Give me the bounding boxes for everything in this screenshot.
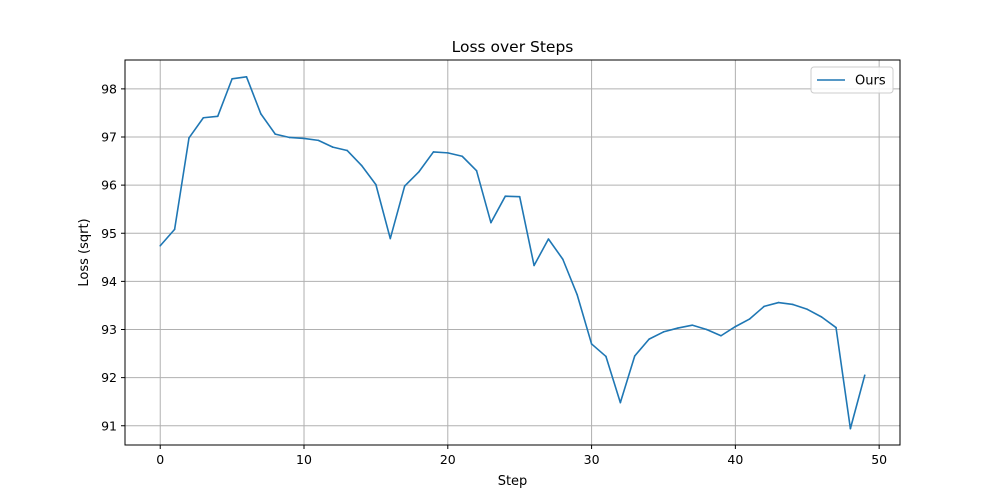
data-point <box>303 137 305 140</box>
data-point <box>720 334 722 337</box>
x-tick-label: 30 <box>584 452 600 467</box>
data-point <box>331 146 334 148</box>
plot-frame <box>124 59 901 446</box>
data-point <box>748 318 751 320</box>
data-point <box>216 115 219 118</box>
x-tick-label: 0 <box>156 452 164 467</box>
series-layer <box>159 76 866 430</box>
y-tick-label: 91 <box>101 418 117 433</box>
data-point <box>274 133 277 135</box>
legend-label: Ours <box>855 74 886 89</box>
legend: Ours <box>810 66 894 94</box>
data-point <box>763 305 765 308</box>
chart-title: Loss over Steps <box>452 38 574 56</box>
data-point <box>461 155 463 158</box>
data-point <box>677 327 679 329</box>
y-tick-label: 93 <box>101 322 117 337</box>
data-point <box>518 195 521 198</box>
data-point <box>619 401 622 404</box>
data-point <box>375 183 377 186</box>
data-point <box>446 152 449 154</box>
data-point <box>159 244 162 247</box>
data-point <box>705 328 708 331</box>
data-point <box>734 325 737 328</box>
data-point <box>792 303 794 306</box>
x-tick-label: 40 <box>727 452 743 467</box>
x-axis-ticks: 0 10 20 30 40 50 <box>156 445 887 467</box>
data-point <box>863 374 866 377</box>
data-point <box>576 294 579 296</box>
series-line-0 <box>159 76 866 430</box>
y-tick-label: 94 <box>101 274 117 289</box>
data-point <box>590 343 593 345</box>
data-point <box>188 137 190 139</box>
x-axis-title: Step <box>498 474 528 489</box>
data-point <box>260 113 262 115</box>
data-point <box>648 338 650 340</box>
data-point <box>231 77 233 80</box>
data-point <box>389 237 392 240</box>
data-point <box>403 185 406 187</box>
y-tick-label: 98 <box>101 81 117 96</box>
data-point <box>202 116 205 119</box>
y-tick-label: 92 <box>101 370 117 385</box>
data-point <box>418 170 420 173</box>
x-tick-label: 10 <box>296 452 312 467</box>
data-point <box>504 195 507 197</box>
y-tick-label: 97 <box>101 130 117 145</box>
x-tick-label: 20 <box>440 452 456 467</box>
y-tick-label: 96 <box>101 178 117 193</box>
data-point <box>360 164 363 167</box>
data-point <box>820 316 823 318</box>
data-point <box>691 324 694 326</box>
data-point <box>245 76 248 78</box>
data-point <box>562 258 564 261</box>
y-axis-title: Loss (sqrt) <box>77 218 92 286</box>
data-point <box>547 238 550 240</box>
y-tick-label: 95 <box>101 226 117 241</box>
grid <box>125 60 900 445</box>
data-point <box>662 331 665 333</box>
data-point <box>777 301 780 304</box>
data-point <box>533 264 535 267</box>
data-point <box>605 355 607 358</box>
data-point <box>432 151 435 153</box>
data-point <box>633 355 636 357</box>
data-point <box>806 308 809 311</box>
data-point <box>173 228 176 231</box>
x-tick-label: 50 <box>871 452 887 467</box>
data-point <box>835 326 837 329</box>
data-point <box>346 149 348 152</box>
legend-box <box>810 66 894 94</box>
data-point <box>490 221 492 224</box>
data-point <box>475 169 478 172</box>
data-point <box>317 139 320 142</box>
data-point <box>849 427 852 430</box>
data-point <box>288 136 291 139</box>
y-axis-ticks: 91 92 93 94 95 96 97 98 <box>101 81 125 433</box>
